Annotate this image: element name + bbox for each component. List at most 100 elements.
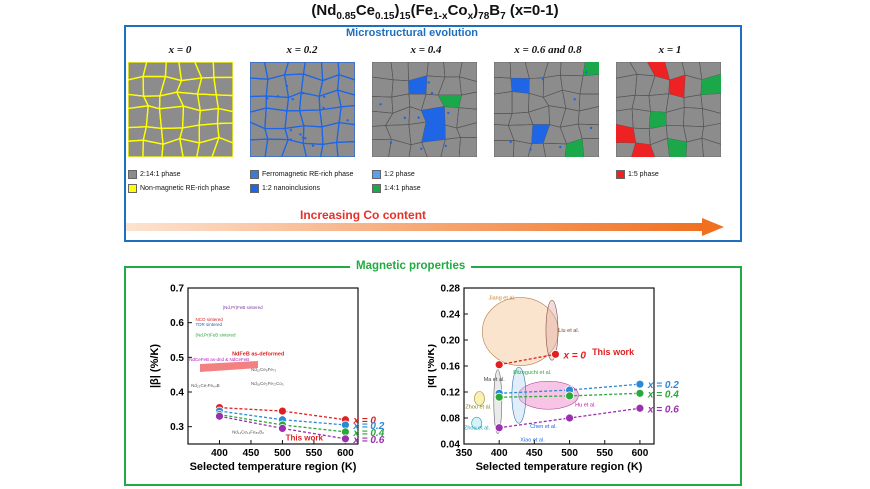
microstructure-label: Microstructural evolution — [340, 27, 485, 39]
series-line — [219, 410, 346, 426]
grain-boundary — [319, 141, 339, 157]
annotation: This work — [592, 347, 635, 357]
series-label: x = 0.4 — [647, 389, 679, 400]
grain-boundary — [212, 62, 233, 79]
grain-boundary — [701, 137, 721, 157]
annotation: Jiang et al. — [489, 296, 516, 302]
literature-region — [511, 366, 527, 424]
grain-boundary — [372, 138, 392, 157]
nanoinclusion-dot — [541, 77, 545, 81]
grain-boundary — [701, 122, 721, 145]
annotation: Liu et al. — [558, 328, 579, 334]
grain-boundary — [456, 107, 477, 129]
micro-image-x0 — [128, 62, 233, 157]
phase-12-grain — [421, 122, 446, 143]
nanoinclusion-dot — [430, 91, 434, 95]
nanoinclusion-dot — [266, 97, 269, 100]
nanoinclusion-dot — [379, 103, 382, 106]
grain-boundary — [250, 138, 269, 157]
grain-boundary — [388, 138, 412, 157]
x-tick-label: 600 — [337, 448, 354, 459]
literature-region — [481, 297, 559, 366]
annotation: Nd₁₄Ce₁₄Fe₈₆B₆ — [232, 430, 264, 435]
phase-141-grain — [700, 74, 721, 95]
grain-boundary — [336, 73, 355, 96]
nanoinclusion-dot — [403, 116, 407, 120]
nanoinclusion-dot — [420, 147, 423, 150]
annotation: NdFeB as-deformed — [232, 352, 284, 358]
series-label: x = 0.4 — [352, 428, 384, 439]
series-label: x = 0.6 — [647, 404, 679, 415]
phase-15-grain — [631, 142, 655, 157]
nanoinclusion-dot — [447, 111, 450, 115]
swatch-icon — [616, 170, 625, 179]
legend-item: 1:2 phase — [372, 170, 415, 179]
series-label: x = 0 — [562, 350, 586, 361]
data-point — [278, 423, 287, 433]
legend-item: 1:5 phase — [616, 170, 659, 179]
y-tick-label: 0.3 — [170, 422, 184, 433]
grain-boundary — [542, 142, 567, 157]
nanoinclusion-dot — [573, 98, 576, 101]
nanoinclusion-dot — [585, 71, 588, 74]
micro-image-x02 — [250, 62, 355, 157]
phase-15-grain — [668, 75, 686, 98]
grain-boundary — [440, 137, 461, 157]
data-point — [278, 406, 287, 416]
beta-chart: 400 450 500 550 600 0.3 0.4 0.5 0.6 0.7 Selected t… — [149, 284, 385, 474]
y-tick-label: 0.12 — [441, 388, 461, 399]
panel-label-x1: x = 1 — [658, 44, 682, 56]
data-point — [494, 360, 504, 370]
legend-item: Ferromagnetic RE-rich phase — [250, 170, 353, 179]
micro-image-x06 — [494, 62, 599, 157]
swatch-icon — [372, 170, 381, 179]
panel-label-x02: x = 0.2 — [286, 44, 318, 56]
data-point — [494, 392, 504, 402]
literature-region — [493, 369, 503, 435]
legend-item: 2:14:1 phase — [128, 170, 180, 179]
microstructure-box — [124, 25, 742, 242]
grain-boundary — [128, 139, 144, 157]
series-line — [219, 413, 346, 433]
data-point — [494, 423, 504, 433]
panel-label-x04: x = 0.4 — [410, 44, 442, 56]
micro-image-x1 — [616, 62, 721, 157]
swatch-icon — [250, 184, 259, 193]
phase-141-grain — [583, 62, 599, 76]
grain-boundary — [564, 138, 584, 157]
phase-15-grain — [647, 62, 670, 80]
x-tick-label: 450 — [526, 448, 543, 459]
nanoinclusion-dot — [322, 95, 326, 98]
grain-boundary — [336, 121, 355, 144]
annotation: NCO sintered — [196, 317, 224, 322]
nanoinclusion-dot — [346, 119, 349, 122]
phase-141-grain — [667, 138, 687, 157]
data-point — [215, 411, 224, 421]
alpha-chart: 350 400 450 500 550 600 0.04 0.08 0.12 0.16 0.20 0.… — [428, 284, 679, 474]
increasing-co-label: Increasing Co content — [300, 208, 427, 222]
swatch-icon — [128, 170, 137, 179]
nanoinclusion-dot — [389, 141, 393, 144]
annotation: Xiao et al. — [520, 437, 545, 443]
phase-12-grain — [421, 106, 445, 125]
grain-boundary — [196, 136, 220, 157]
annotation: Zhou et al. — [465, 404, 491, 410]
swatch-icon — [128, 184, 137, 193]
annotation: TDR sintered — [196, 322, 223, 327]
grain-boundary — [216, 122, 233, 144]
literature-region — [545, 299, 559, 361]
grain-boundary — [459, 62, 477, 82]
data-point — [635, 403, 645, 413]
nanoinclusion-dot — [322, 106, 325, 110]
grain-boundary — [336, 140, 355, 157]
x-tick-label: 550 — [306, 448, 323, 459]
y-tick-label: 0.4 — [170, 388, 184, 399]
y-tick-label: 0.24 — [441, 310, 461, 321]
x-axis-label: Selected temperature region (K) — [190, 461, 357, 473]
grain-boundary — [579, 73, 599, 95]
grain-boundary — [264, 138, 289, 157]
nanoinclusion-dot — [444, 144, 447, 148]
series-label: x = 0 — [352, 416, 376, 427]
grain-boundary — [458, 91, 477, 110]
y-tick-label: 0.16 — [441, 362, 461, 373]
